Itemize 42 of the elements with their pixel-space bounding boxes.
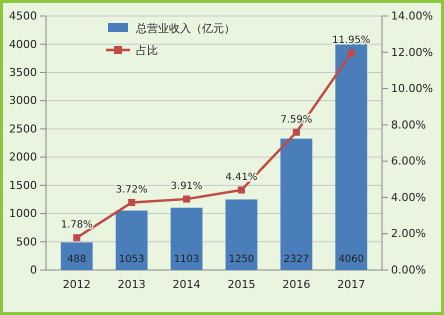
y2-tick-label: 0.00%	[391, 264, 426, 277]
y2-tick-label: 14.00%	[391, 10, 433, 23]
bar	[280, 138, 312, 270]
point	[238, 186, 245, 194]
point	[183, 196, 190, 203]
y-tick-label: 1000	[9, 207, 37, 220]
data-label: 488	[67, 254, 86, 265]
data-label: 1250	[228, 254, 254, 265]
data-label: 1103	[174, 254, 200, 265]
point	[128, 198, 136, 206]
x-tick-label: 2015	[227, 278, 256, 291]
x-tick-label: 2012	[62, 278, 91, 291]
x-tick-label: 2013	[118, 278, 146, 291]
data-label: 1.78%	[60, 220, 93, 231]
y2-tick-label: 4.00%	[391, 190, 426, 204]
y-tick-label: 4500	[9, 10, 37, 23]
y-tick-label: 3000	[9, 94, 37, 108]
y2-tick-label: 2.00%	[391, 227, 426, 240]
data-label: 1053	[118, 254, 144, 265]
data-label: 4060	[338, 254, 364, 265]
y2-tick-label: 12.00%	[391, 46, 433, 59]
x-tick-label: 2014	[172, 278, 201, 291]
legend-label: 总营业收入（亿元）	[135, 22, 235, 35]
y2-tick-label: 8.00%	[391, 118, 426, 132]
y-tick-label: 4000	[9, 38, 37, 51]
data-label: 3.91%	[170, 181, 202, 192]
y-tick-label: 0	[30, 264, 37, 277]
data-label: 2327	[284, 254, 310, 265]
x-tick-label: 2017	[337, 278, 366, 291]
y2-tick-label: 10.00%	[391, 82, 433, 96]
legend-label: 占比	[136, 44, 158, 57]
point	[292, 128, 300, 136]
y-tick-label: 2000	[9, 150, 37, 164]
y-tick-label: 1500	[9, 178, 37, 192]
point	[73, 234, 80, 242]
x-tick-label: 2016	[282, 278, 310, 291]
data-label: 3.72%	[116, 184, 148, 196]
y-tick-label: 3500	[9, 66, 37, 79]
y2-tick-label: 6.00%	[391, 154, 426, 168]
point	[348, 50, 355, 57]
y-tick-label: 500	[16, 235, 37, 248]
y-tick-label: 2500	[9, 122, 37, 136]
